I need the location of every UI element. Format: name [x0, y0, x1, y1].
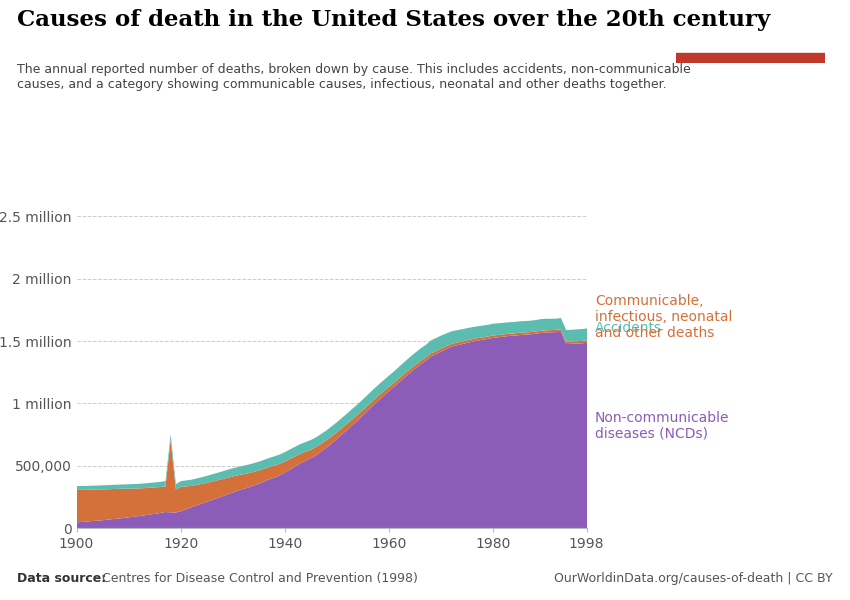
Text: Communicable,
infectious, neonatal
and other deaths: Communicable, infectious, neonatal and o…: [595, 294, 733, 340]
Text: Causes of death in the United States over the 20th century: Causes of death in the United States ove…: [17, 9, 770, 31]
Text: in Data: in Data: [723, 34, 777, 47]
Text: The annual reported number of deaths, broken down by cause. This includes accide: The annual reported number of deaths, br…: [17, 63, 691, 91]
Bar: [676, 53, 824, 63]
Text: Our World: Our World: [712, 19, 788, 31]
Text: Data source:: Data source:: [17, 572, 106, 585]
Text: Accidents: Accidents: [595, 321, 662, 335]
Text: Centres for Disease Control and Prevention (1998): Centres for Disease Control and Preventi…: [98, 572, 417, 585]
Text: Non-communicable
diseases (NCDs): Non-communicable diseases (NCDs): [595, 411, 729, 441]
Text: OurWorldinData.org/causes-of-death | CC BY: OurWorldinData.org/causes-of-death | CC …: [554, 572, 833, 585]
